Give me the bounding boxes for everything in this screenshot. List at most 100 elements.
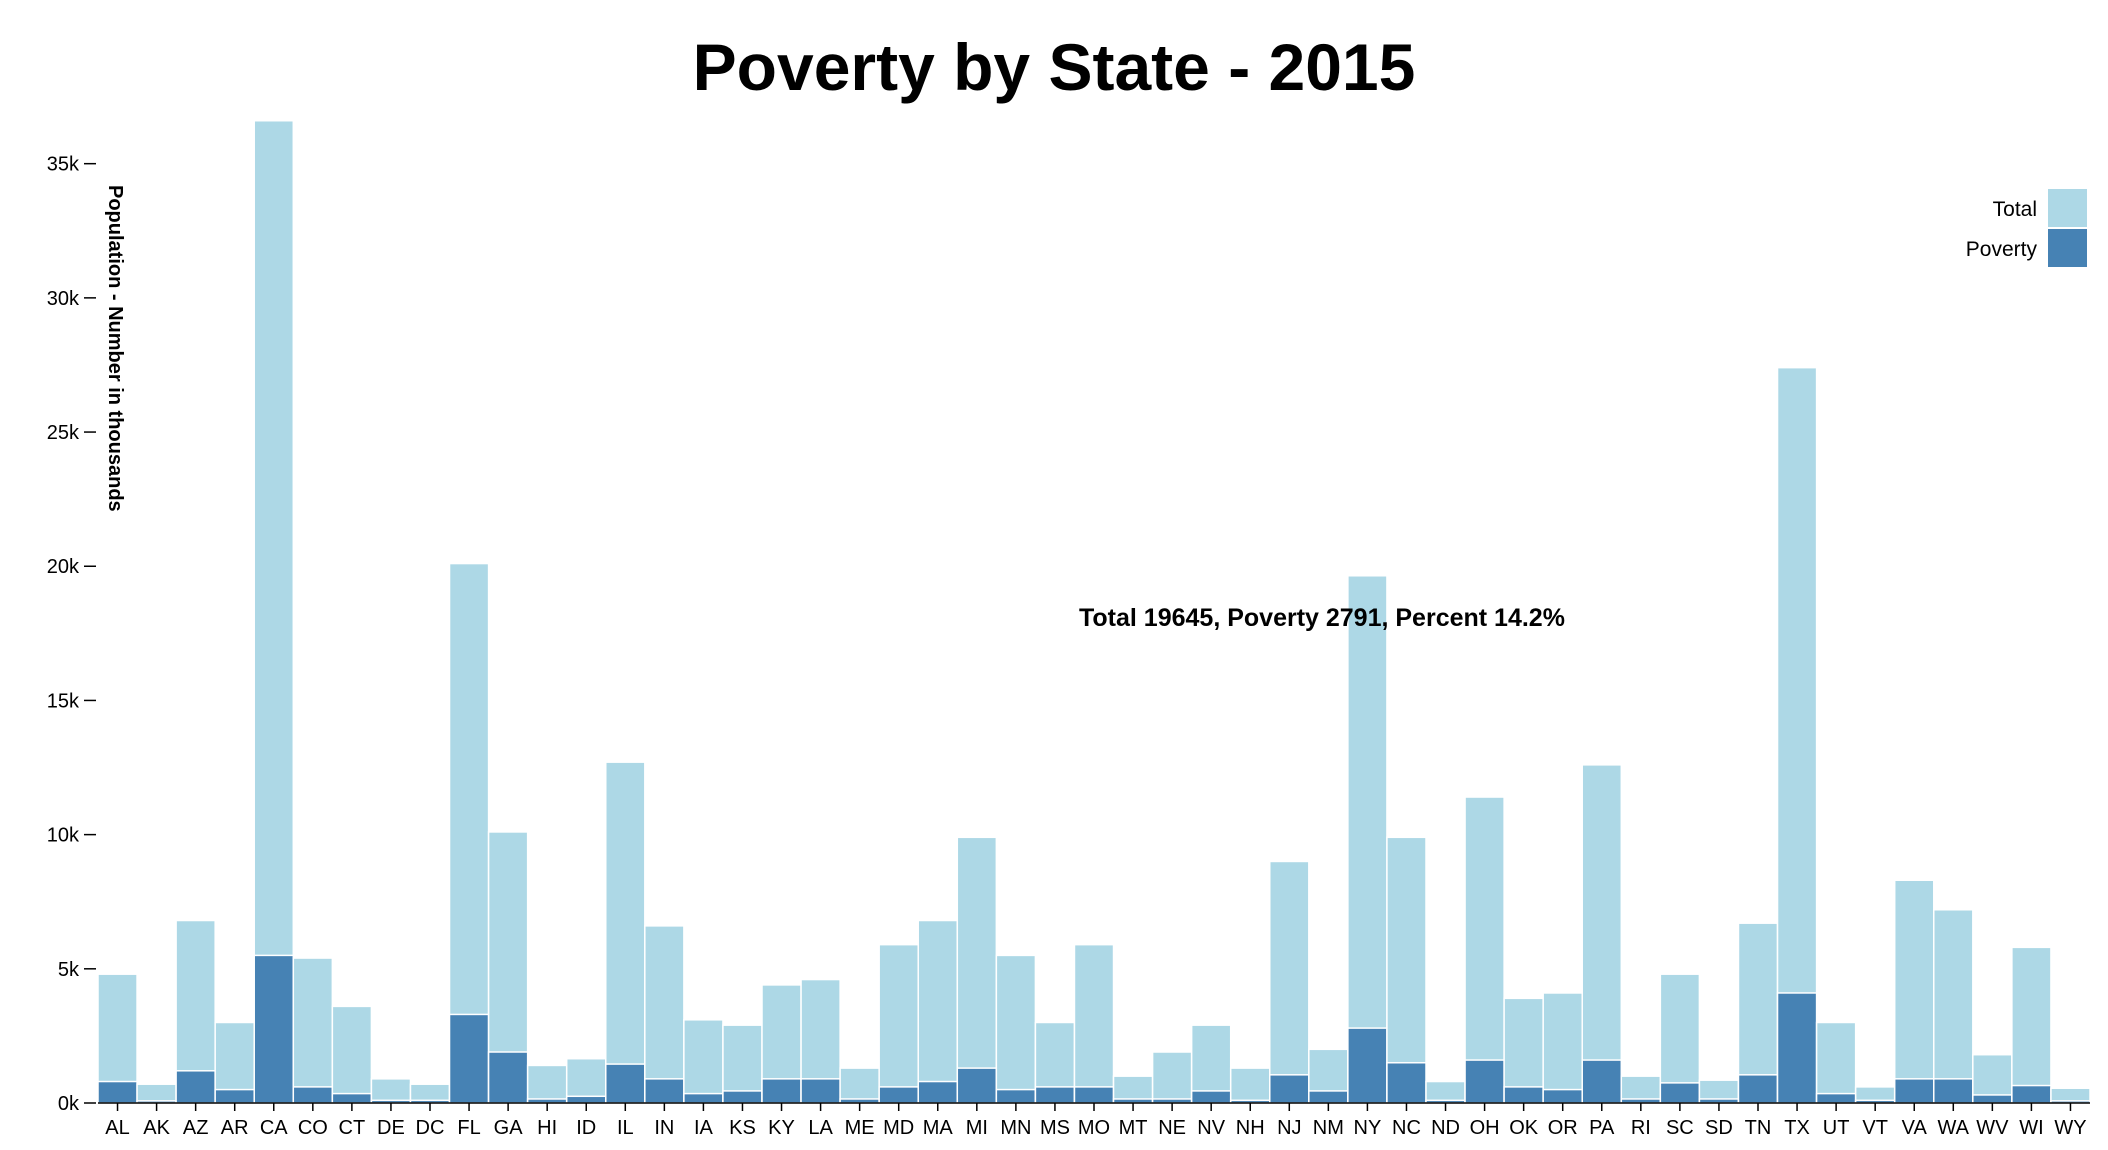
bar-total-NJ [1269, 860, 1310, 1104]
bar-poverty-SC [1659, 1082, 1701, 1104]
bar-total-WI [2011, 946, 2052, 1104]
x-tick-label: WV [1976, 1117, 2009, 1139]
bar-poverty-TX [1776, 992, 1818, 1104]
x-tick-label: KY [768, 1117, 795, 1139]
bar-poverty-AZ [175, 1070, 216, 1104]
bar-poverty-FL [448, 1013, 490, 1104]
bar-poverty-KY [761, 1078, 802, 1104]
x-tick-label: WA [1938, 1117, 1970, 1139]
bar-total-MI [956, 836, 998, 1104]
legend-swatch-poverty [2048, 229, 2087, 267]
bar-total-CO [292, 957, 334, 1104]
y-axis: 0k 5k 10k 15k 20k 25k 30k 35k [47, 154, 96, 1115]
x-tick-label: MD [883, 1117, 914, 1139]
y-tick-label: 25k [47, 422, 80, 444]
x-tick-label: HI [537, 1117, 557, 1139]
x-tick-label: MS [1040, 1117, 1070, 1139]
bar-total-VA [1893, 879, 1935, 1104]
x-tick-label: KS [729, 1117, 756, 1139]
x-tick-label: PA [1589, 1117, 1615, 1139]
y-tick-label: 30k [47, 288, 80, 310]
bar-poverty-NV [1190, 1090, 1232, 1104]
x-tick-label: CT [339, 1117, 366, 1139]
bar-poverty-MN [995, 1088, 1037, 1104]
bar-total-UT [1815, 1021, 1857, 1104]
x-tick-label: SD [1705, 1117, 1733, 1139]
y-tick-label: 10k [47, 825, 80, 847]
bar-total-MA [917, 919, 959, 1104]
bar-poverty-ID [565, 1095, 607, 1104]
x-tick-label: MI [966, 1117, 988, 1139]
bar-total-IN [644, 925, 685, 1104]
x-tick-label: SC [1666, 1117, 1694, 1139]
bar-poverty-PA [1581, 1059, 1623, 1104]
bar-poverty-WV [1972, 1094, 2013, 1104]
bar-poverty-MO [1073, 1086, 1115, 1104]
bar-total-DE [370, 1078, 412, 1104]
x-tick-label: OR [1548, 1117, 1578, 1139]
bar-total-OR [1542, 992, 1583, 1104]
bar-poverty-IL [605, 1063, 646, 1104]
bar-total-WA [1933, 909, 1974, 1104]
x-tick-label: IN [654, 1117, 674, 1139]
x-tick-label: OK [1509, 1117, 1539, 1139]
x-tick-label: AR [221, 1117, 249, 1139]
bar-total-HI [526, 1064, 568, 1104]
x-tick-label: MO [1078, 1117, 1110, 1139]
bar-total-NY [1347, 575, 1388, 1104]
bar-total-MD [878, 943, 919, 1104]
x-tick-label: NE [1158, 1117, 1186, 1139]
bar-poverty-CT [331, 1092, 373, 1104]
y-tick-label: 15k [47, 690, 80, 712]
bar-total-ME [839, 1067, 880, 1104]
x-tick-label: AL [105, 1117, 129, 1139]
bar-total-NC [1386, 836, 1427, 1104]
legend-swatch-total [2048, 189, 2087, 227]
bar-poverty-LA [800, 1078, 841, 1104]
bar-poverty-TN [1737, 1074, 1779, 1104]
bar-poverty-OH [1464, 1059, 1505, 1104]
bar-poverty-MD [878, 1086, 919, 1104]
bar-poverty-VA [1893, 1078, 1935, 1104]
bar-poverty-IA [683, 1092, 724, 1104]
bar-total-NE [1151, 1051, 1193, 1104]
x-tick-label: VA [1902, 1117, 1928, 1139]
bar-poverty-WA [1933, 1078, 1974, 1104]
bar-poverty-UT [1815, 1092, 1857, 1104]
x-tick-label: WY [2054, 1117, 2086, 1139]
y-axis-label: Population - Number in thousands [104, 185, 126, 512]
bar-total-TX [1776, 366, 1818, 1104]
x-tick-label: CA [260, 1117, 288, 1139]
bar-poverty-WI [2011, 1084, 2052, 1104]
y-tick-label: 20k [47, 556, 80, 578]
x-tick-label: NJ [1277, 1117, 1301, 1139]
bar-total-CT [331, 1005, 373, 1104]
x-tick-label: DE [377, 1117, 405, 1139]
x-tick-label: NC [1392, 1117, 1421, 1139]
bar-poverty-OR [1542, 1088, 1583, 1104]
bar-total-PA [1581, 764, 1623, 1104]
x-tick-label: VT [1862, 1117, 1888, 1139]
bar-poverty-OK [1503, 1086, 1544, 1104]
hover-tooltip: Total 19645, Poverty 2791, Percent 14.2% [1079, 604, 1565, 632]
x-tick-label: TN [1745, 1117, 1772, 1139]
x-tick-label: ND [1431, 1117, 1460, 1139]
x-tick-label: IA [694, 1117, 714, 1139]
bar-poverty-GA [487, 1051, 529, 1104]
x-tick-label: DC [416, 1117, 445, 1139]
x-tick-label: OH [1470, 1117, 1500, 1139]
x-tick-label: CO [298, 1117, 328, 1139]
bar-poverty-IN [644, 1078, 685, 1104]
bar-total-MN [995, 954, 1037, 1104]
bar-poverty-MS [1034, 1086, 1076, 1104]
bar-total-IA [683, 1019, 724, 1104]
x-tick-label: WI [2019, 1117, 2043, 1139]
bar-poverty-KS [722, 1090, 763, 1104]
x-tick-label: ME [845, 1117, 875, 1139]
x-tick-label: ID [576, 1117, 596, 1139]
x-tick-label: RI [1631, 1117, 1651, 1139]
bar-poverty-NM [1308, 1090, 1349, 1104]
x-tick-label: NM [1313, 1117, 1344, 1139]
x-tick-label: UT [1823, 1117, 1850, 1139]
